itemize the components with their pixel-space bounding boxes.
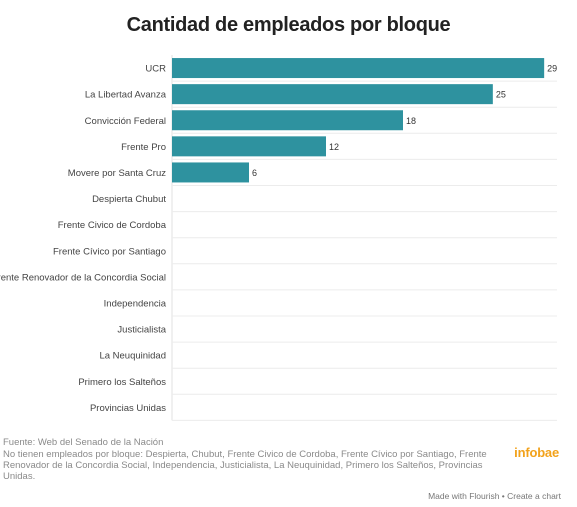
value-label: 12 bbox=[329, 142, 339, 152]
bar bbox=[172, 110, 403, 131]
flourish-credit-link[interactable]: Made with Flourish • Create a chart bbox=[428, 491, 561, 501]
category-label: Justicialista bbox=[117, 325, 166, 336]
category-label: La Neuquinidad bbox=[99, 351, 166, 362]
source-note: Fuente: Web del Senado de la Nación bbox=[3, 437, 164, 448]
bar bbox=[172, 84, 493, 105]
value-label: 25 bbox=[496, 90, 506, 100]
category-label: Primero los Salteños bbox=[78, 377, 166, 388]
category-label: Frente Cívico por Santiago bbox=[53, 246, 166, 257]
category-label: Convicción Federal bbox=[85, 116, 166, 127]
category-label: Movere por Santa Cruz bbox=[68, 168, 166, 179]
bar bbox=[172, 136, 326, 157]
value-label: 18 bbox=[406, 116, 416, 126]
bar-chart: UCR 29 La Libertad Avanza 25 Convicción Fede… bbox=[0, 55, 557, 421]
chart-title: Cantidad de empleados por bloque bbox=[126, 14, 451, 36]
infobae-logo: infobae bbox=[514, 445, 559, 460]
label-layer: UCR 29 La Libertad Avanza 25 Convicción Fede… bbox=[0, 64, 557, 414]
bar bbox=[172, 58, 545, 79]
missing-data-note: No tienen empleados por bloque: Despiert… bbox=[3, 449, 487, 482]
grid-layer bbox=[171, 55, 557, 421]
category-label: Independencia bbox=[104, 298, 167, 309]
category-label: Despierta Chubut bbox=[92, 194, 166, 205]
category-label: La Libertad Avanza bbox=[85, 90, 167, 101]
category-label: Provincias Unidas bbox=[90, 403, 166, 414]
category-label: Frente Civico de Cordoba bbox=[58, 220, 167, 231]
category-label: UCR bbox=[145, 64, 166, 75]
bar-layer bbox=[172, 58, 545, 183]
bar bbox=[172, 162, 249, 183]
value-label: 29 bbox=[547, 64, 557, 74]
value-label: 6 bbox=[252, 168, 257, 178]
category-label: Frente Renovador de la Concordia Social bbox=[0, 272, 166, 283]
category-label: Frente Pro bbox=[121, 142, 166, 153]
